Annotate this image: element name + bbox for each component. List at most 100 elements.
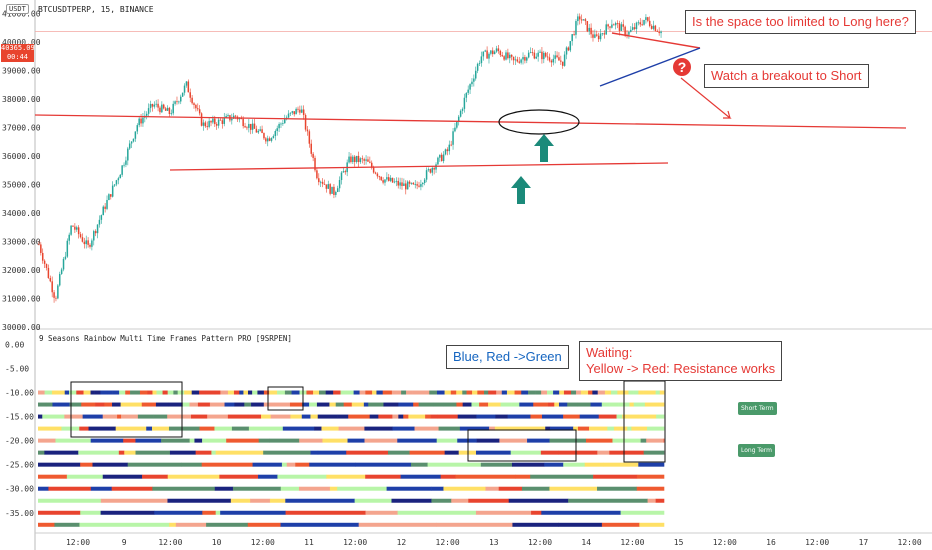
heatmap-cell — [214, 390, 221, 395]
heatmap-cell — [154, 510, 203, 515]
heatmap-cell — [533, 402, 549, 407]
candle-body — [248, 123, 250, 128]
heatmap-cell — [277, 390, 286, 395]
candle-body — [102, 206, 104, 216]
heatmap-cell — [568, 498, 648, 503]
heatmap-cell — [214, 486, 234, 491]
heatmap-cell — [52, 402, 60, 407]
candle-body — [134, 131, 137, 139]
candle-body — [128, 143, 131, 149]
candle-body — [580, 19, 583, 21]
candle-body — [49, 278, 52, 282]
candle-body — [291, 111, 294, 113]
indicator-y-tick-label: 0.00 — [5, 340, 24, 349]
heatmap-cell — [563, 390, 572, 395]
drawings-layer — [34, 32, 907, 463]
candle-body — [278, 124, 280, 129]
heatmap-cell — [291, 390, 300, 395]
heatmap-cell — [325, 390, 334, 395]
heatmap-cell — [636, 486, 665, 491]
heatmap-cell — [173, 390, 178, 395]
heatmap-cell — [90, 438, 124, 443]
heatmap-cell — [607, 426, 615, 431]
candle-body — [533, 52, 536, 59]
candle-body — [282, 123, 284, 125]
heatmap-cell — [69, 402, 82, 407]
candle-body — [450, 144, 452, 146]
heatmap-cell — [397, 510, 477, 515]
heatmap-cell — [94, 390, 101, 395]
currency-badge[interactable]: USDT — [6, 4, 29, 14]
heatmap-cell — [282, 426, 315, 431]
candle-body — [142, 117, 144, 124]
heatmap-cell — [201, 462, 253, 467]
heatmap-cell — [588, 390, 593, 395]
heatmap-cell — [38, 450, 45, 455]
candle-body — [510, 54, 513, 57]
candle-body — [384, 179, 386, 183]
candle-body — [406, 181, 409, 190]
candle-body — [270, 138, 273, 141]
indicator-title[interactable]: 9 Seasons Rainbow Multi Time Frames Patt… — [39, 334, 292, 343]
heatmap-cell — [314, 426, 322, 431]
x-tick-label: 12:00 — [436, 538, 460, 547]
heatmap-cell — [353, 390, 360, 395]
candle-body — [611, 24, 613, 28]
candle-body — [578, 16, 581, 20]
heatmap-cell — [38, 510, 81, 515]
candle-body — [276, 128, 278, 131]
heatmap-cell — [663, 438, 665, 443]
heatmap-cell — [230, 498, 251, 503]
candle-body — [310, 143, 312, 154]
heatmap-cell — [309, 462, 356, 467]
price-y-tick-label: 31000.00 — [2, 295, 41, 304]
heatmap-cell — [471, 402, 480, 407]
heatmap-cell — [429, 390, 438, 395]
heatmap-cell — [396, 390, 402, 395]
x-tick-label: 12:00 — [251, 538, 275, 547]
candle-body — [573, 34, 575, 35]
candle-body — [195, 104, 197, 109]
heatmap-cell — [580, 390, 589, 395]
heatmap-cell — [121, 414, 139, 419]
heatmap-cell — [427, 462, 482, 467]
candle-body — [172, 103, 174, 114]
heatmap-cell — [611, 390, 618, 395]
heatmap-cell — [501, 390, 508, 395]
heatmap-cell — [577, 426, 590, 431]
candle-body — [527, 52, 530, 58]
heatmap-cell — [206, 522, 249, 527]
heatmap-cell — [281, 462, 288, 467]
heatmap-cell — [468, 498, 510, 503]
heatmap-cell — [167, 390, 174, 395]
heatmap-cell — [633, 402, 646, 407]
indicator-y-tick-label: -20.00 — [5, 437, 34, 446]
candle-body — [476, 63, 479, 71]
candle-body — [660, 31, 662, 34]
heatmap-cell — [440, 474, 456, 479]
heatmap-cell — [398, 402, 414, 407]
candle-body — [206, 126, 208, 128]
candle-body — [64, 256, 67, 259]
heatmap-cell — [652, 426, 665, 431]
heatmap-cell — [120, 402, 131, 407]
candle-body — [546, 56, 549, 58]
symbol-label[interactable]: BTCUSDTPERP, 15, BINANCE — [38, 5, 154, 14]
heatmap-cell — [457, 414, 477, 419]
candle-body — [110, 194, 112, 197]
heatmap-cell — [655, 498, 665, 503]
heatmap-cell — [430, 414, 438, 419]
annotation-waiting: Waiting: Yellow -> Red: Resistance works — [579, 341, 783, 381]
heatmap-cell — [38, 486, 49, 491]
candle-body — [474, 70, 477, 79]
heatmap-cell — [455, 474, 516, 479]
heatmap-cell — [338, 426, 365, 431]
candle-body — [575, 21, 577, 35]
candle-body — [444, 149, 447, 155]
heatmap-cell — [302, 402, 310, 407]
candle-body — [287, 113, 290, 118]
x-tick-label: 12:00 — [713, 538, 737, 547]
heatmap-cell — [263, 390, 270, 395]
heatmap-cell — [167, 414, 192, 419]
heatmap-cell — [397, 438, 437, 443]
